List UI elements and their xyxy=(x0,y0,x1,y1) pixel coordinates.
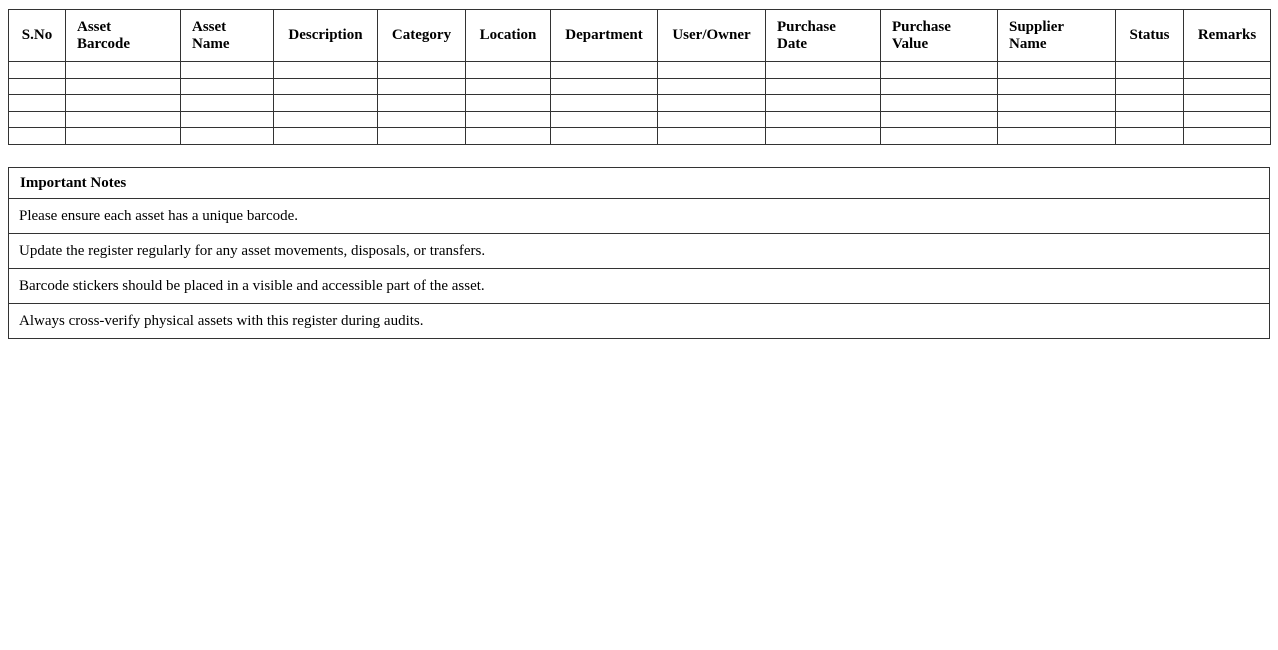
empty-cell[interactable] xyxy=(997,77,1116,96)
empty-cell[interactable] xyxy=(8,127,66,145)
empty-cell[interactable] xyxy=(465,61,551,79)
empty-cell[interactable] xyxy=(180,61,274,79)
empty-cell[interactable] xyxy=(180,77,274,96)
column-header-asset-barcode: Asset Barcode xyxy=(65,9,181,62)
empty-cell[interactable] xyxy=(273,94,378,112)
column-header-department: Department xyxy=(550,9,658,62)
empty-cell[interactable] xyxy=(1115,94,1184,112)
note-row: Update the register regularly for any as… xyxy=(8,233,1270,269)
empty-cell[interactable] xyxy=(273,61,378,79)
empty-cell[interactable] xyxy=(997,94,1116,112)
notes-title: Important Notes xyxy=(8,167,1270,199)
empty-cell[interactable] xyxy=(1183,94,1271,112)
empty-cell[interactable] xyxy=(1115,110,1184,129)
table-row xyxy=(8,61,1271,79)
important-notes-table: Important Notes Please ensure each asset… xyxy=(8,167,1270,339)
empty-cell[interactable] xyxy=(1183,110,1271,129)
note-text: Always cross-verify physical assets with… xyxy=(8,303,1270,339)
empty-cell[interactable] xyxy=(657,61,766,79)
empty-cell[interactable] xyxy=(465,94,551,112)
column-header-supplier-name: Supplier Name xyxy=(997,9,1116,62)
empty-cell[interactable] xyxy=(1183,77,1271,96)
empty-cell[interactable] xyxy=(180,110,274,129)
empty-cell[interactable] xyxy=(65,94,181,112)
empty-cell[interactable] xyxy=(465,127,551,145)
empty-cell[interactable] xyxy=(997,61,1116,79)
note-text: Update the register regularly for any as… xyxy=(8,233,1270,269)
empty-cell[interactable] xyxy=(8,77,66,96)
empty-cell[interactable] xyxy=(65,61,181,79)
empty-cell[interactable] xyxy=(377,110,466,129)
column-header-category: Category xyxy=(377,9,466,62)
table-row xyxy=(8,77,1271,96)
empty-cell[interactable] xyxy=(1115,61,1184,79)
empty-cell[interactable] xyxy=(657,77,766,96)
column-header-status: Status xyxy=(1115,9,1184,62)
empty-cell[interactable] xyxy=(465,110,551,129)
note-row: Barcode stickers should be placed in a v… xyxy=(8,268,1270,304)
table-row xyxy=(8,110,1271,129)
empty-cell[interactable] xyxy=(657,110,766,129)
empty-cell[interactable] xyxy=(8,94,66,112)
empty-cell[interactable] xyxy=(1115,127,1184,145)
column-header-description: Description xyxy=(273,9,378,62)
empty-cell[interactable] xyxy=(550,127,658,145)
empty-cell[interactable] xyxy=(765,127,881,145)
empty-cell[interactable] xyxy=(550,94,658,112)
empty-cell[interactable] xyxy=(997,110,1116,129)
note-text: Barcode stickers should be placed in a v… xyxy=(8,268,1270,304)
table-row xyxy=(8,94,1271,112)
empty-cell[interactable] xyxy=(273,127,378,145)
empty-cell[interactable] xyxy=(765,61,881,79)
empty-cell[interactable] xyxy=(180,127,274,145)
empty-cell[interactable] xyxy=(377,94,466,112)
empty-cell[interactable] xyxy=(273,110,378,129)
asset-register-table: S.No Asset Barcode Asset Name Descriptio… xyxy=(8,9,1271,145)
empty-cell[interactable] xyxy=(765,77,881,96)
empty-cell[interactable] xyxy=(8,110,66,129)
empty-cell[interactable] xyxy=(65,110,181,129)
column-header-remarks: Remarks xyxy=(1183,9,1271,62)
empty-cell[interactable] xyxy=(765,94,881,112)
notes-title-row: Important Notes xyxy=(8,167,1270,199)
empty-cell[interactable] xyxy=(997,127,1116,145)
empty-cell[interactable] xyxy=(377,127,466,145)
empty-cell[interactable] xyxy=(8,61,66,79)
header-row: S.No Asset Barcode Asset Name Descriptio… xyxy=(8,9,1271,62)
empty-cell[interactable] xyxy=(1183,127,1271,145)
column-header-location: Location xyxy=(465,9,551,62)
column-header-asset-name: Asset Name xyxy=(180,9,274,62)
empty-cell[interactable] xyxy=(880,77,998,96)
table-row xyxy=(8,127,1271,145)
empty-cell[interactable] xyxy=(65,77,181,96)
column-header-user-owner: User/Owner xyxy=(657,9,766,62)
empty-cell[interactable] xyxy=(765,110,881,129)
column-header-purchase-value: Purchase Value xyxy=(880,9,998,62)
empty-cell[interactable] xyxy=(550,110,658,129)
empty-cell[interactable] xyxy=(550,61,658,79)
empty-cell[interactable] xyxy=(465,77,551,96)
empty-cell[interactable] xyxy=(657,94,766,112)
empty-cell[interactable] xyxy=(880,110,998,129)
empty-cell[interactable] xyxy=(65,127,181,145)
empty-cell[interactable] xyxy=(880,94,998,112)
column-header-s-no: S.No xyxy=(8,9,66,62)
empty-cell[interactable] xyxy=(880,61,998,79)
note-text: Please ensure each asset has a unique ba… xyxy=(8,198,1270,234)
empty-cell[interactable] xyxy=(377,77,466,96)
empty-cell[interactable] xyxy=(880,127,998,145)
empty-cell[interactable] xyxy=(180,94,274,112)
empty-cell[interactable] xyxy=(377,61,466,79)
column-header-purchase-date: Purchase Date xyxy=(765,9,881,62)
empty-cell[interactable] xyxy=(1115,77,1184,96)
note-row: Please ensure each asset has a unique ba… xyxy=(8,198,1270,234)
empty-cell[interactable] xyxy=(1183,61,1271,79)
empty-cell[interactable] xyxy=(550,77,658,96)
empty-cell[interactable] xyxy=(273,77,378,96)
empty-cell[interactable] xyxy=(657,127,766,145)
note-row: Always cross-verify physical assets with… xyxy=(8,303,1270,339)
